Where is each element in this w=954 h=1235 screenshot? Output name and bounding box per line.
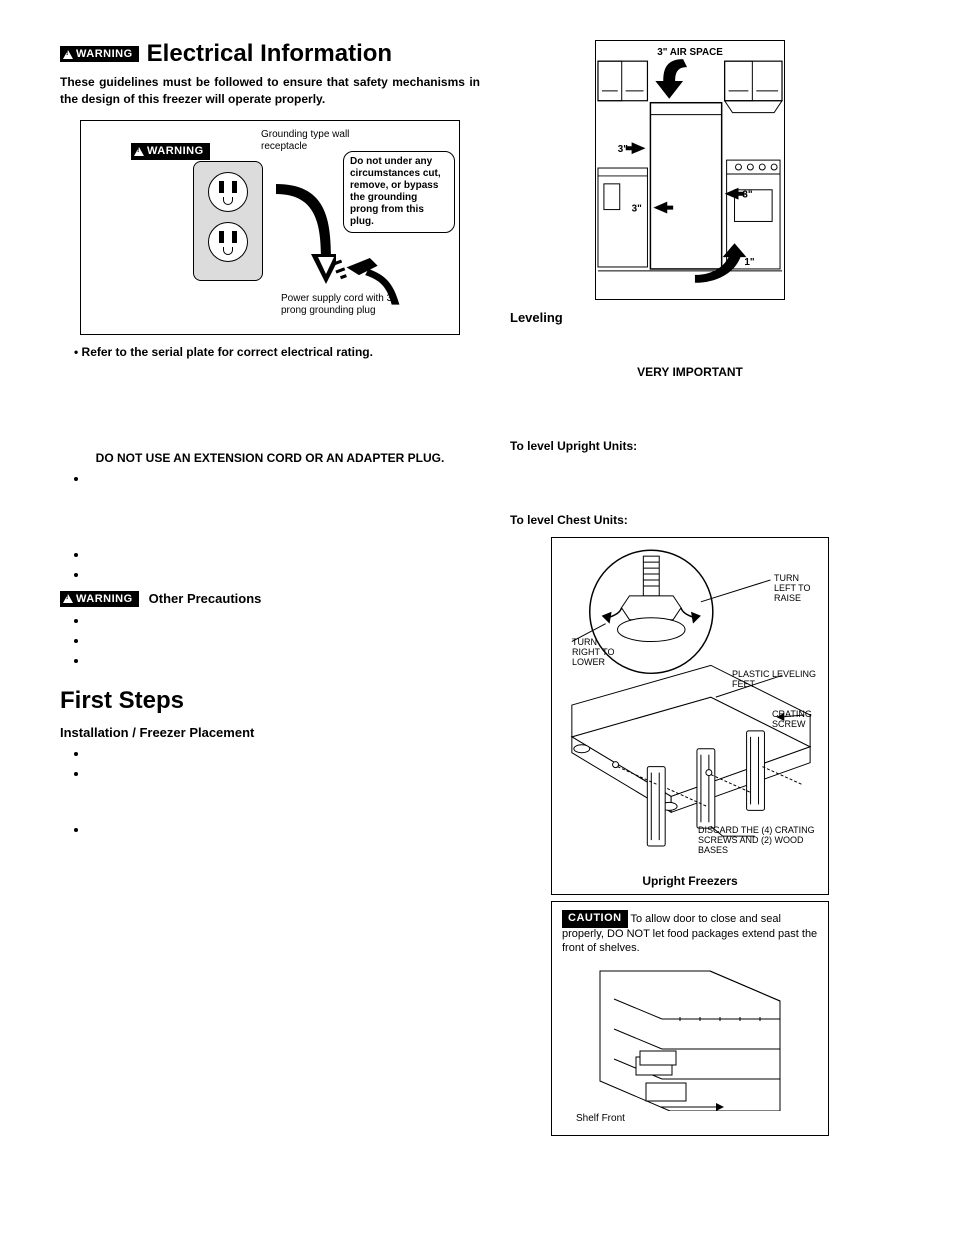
level-chest-label: To level Chest Units: [510,513,870,527]
plastic-feet-label: PLASTIC LEVELING FEET [732,670,822,690]
electrical-info-heading: WARNING Electrical Information [60,40,480,68]
upright-leveling-diagram: TURN LEFT TO RAISE TURN RIGHT TO LOWER P… [551,537,829,895]
spacer [60,786,480,816]
do-not-cut-callout: Do not under any circumstances cut, remo… [343,151,455,233]
grounding-receptacle-label: Grounding type wall receptacle [261,129,351,153]
upright-caption: Upright Freezers [552,875,828,888]
bullet [88,547,480,561]
shelf-front-label: Shelf Front [576,1113,625,1126]
spacer [60,367,480,447]
air-space-diagram: 3" AIR SPACE 3" [595,40,785,300]
bullet [88,766,480,780]
electrical-info-title: Electrical Information [147,40,392,68]
caution-text-block: CAUTION To allow door to close and seal … [562,910,818,955]
bullet [88,746,480,760]
plug-icon [331,249,401,309]
other-precautions-heading: WARNING Other Precautions [60,591,480,607]
warning-label: WARNING [76,48,133,60]
svg-text:1": 1" [744,257,754,268]
intro-paragraph: These guidelines must be followed to ens… [60,74,480,108]
spacer [60,491,480,541]
bullet [88,613,480,627]
no-extension-cord-note: DO NOT USE AN EXTENSION CORD OR AN ADAPT… [60,451,480,465]
discard-label: DISCARD THE (4) CRATING SCREWS AND (2) W… [698,826,818,856]
right-column: 3" AIR SPACE 3" [510,40,870,1195]
first-steps-heading: First Steps [60,687,480,715]
precaution-bullets-1 [60,471,480,485]
warning-icon: WARNING [60,46,139,62]
caution-icon: CAUTION [562,910,628,928]
page: WARNING Electrical Information These gui… [0,0,954,1235]
outlet-plate-graphic [193,161,263,281]
bullet [88,567,480,581]
precaution-bullets-2 [60,547,480,581]
installation-bullets-2 [60,822,480,836]
turn-right-label: TURN RIGHT TO LOWER [572,638,620,668]
very-important-label: VERY IMPORTANT [510,365,870,379]
leveling-heading: Leveling [510,310,870,325]
shelf-graphic [590,961,790,1111]
other-precaution-bullets [60,613,480,667]
left-column: WARNING Electrical Information These gui… [60,40,480,1195]
installation-bullets [60,746,480,780]
level-upright-label: To level Upright Units: [510,439,870,453]
bullet [88,822,480,836]
bullet [88,471,480,485]
warning-icon: WARNING [60,591,139,607]
outlet-diagram: WARNING Grounding type wall receptacle D… [80,120,460,335]
installation-heading: Installation / Freezer Placement [60,725,480,740]
turn-left-label: TURN LEFT TO RAISE [774,574,818,604]
bullet [88,633,480,647]
air-space-label: 3" AIR SPACE [657,47,723,58]
crating-screw-label: CRATING SCREW [772,710,822,730]
arrow-icon [266,179,336,289]
bullet [88,653,480,667]
svg-text:3": 3" [632,204,642,215]
serial-plate-note: • Refer to the serial plate for correct … [74,345,480,359]
warning-icon: WARNING [131,143,210,160]
caution-shelf-diagram: CAUTION To allow door to close and seal … [551,901,829,1136]
